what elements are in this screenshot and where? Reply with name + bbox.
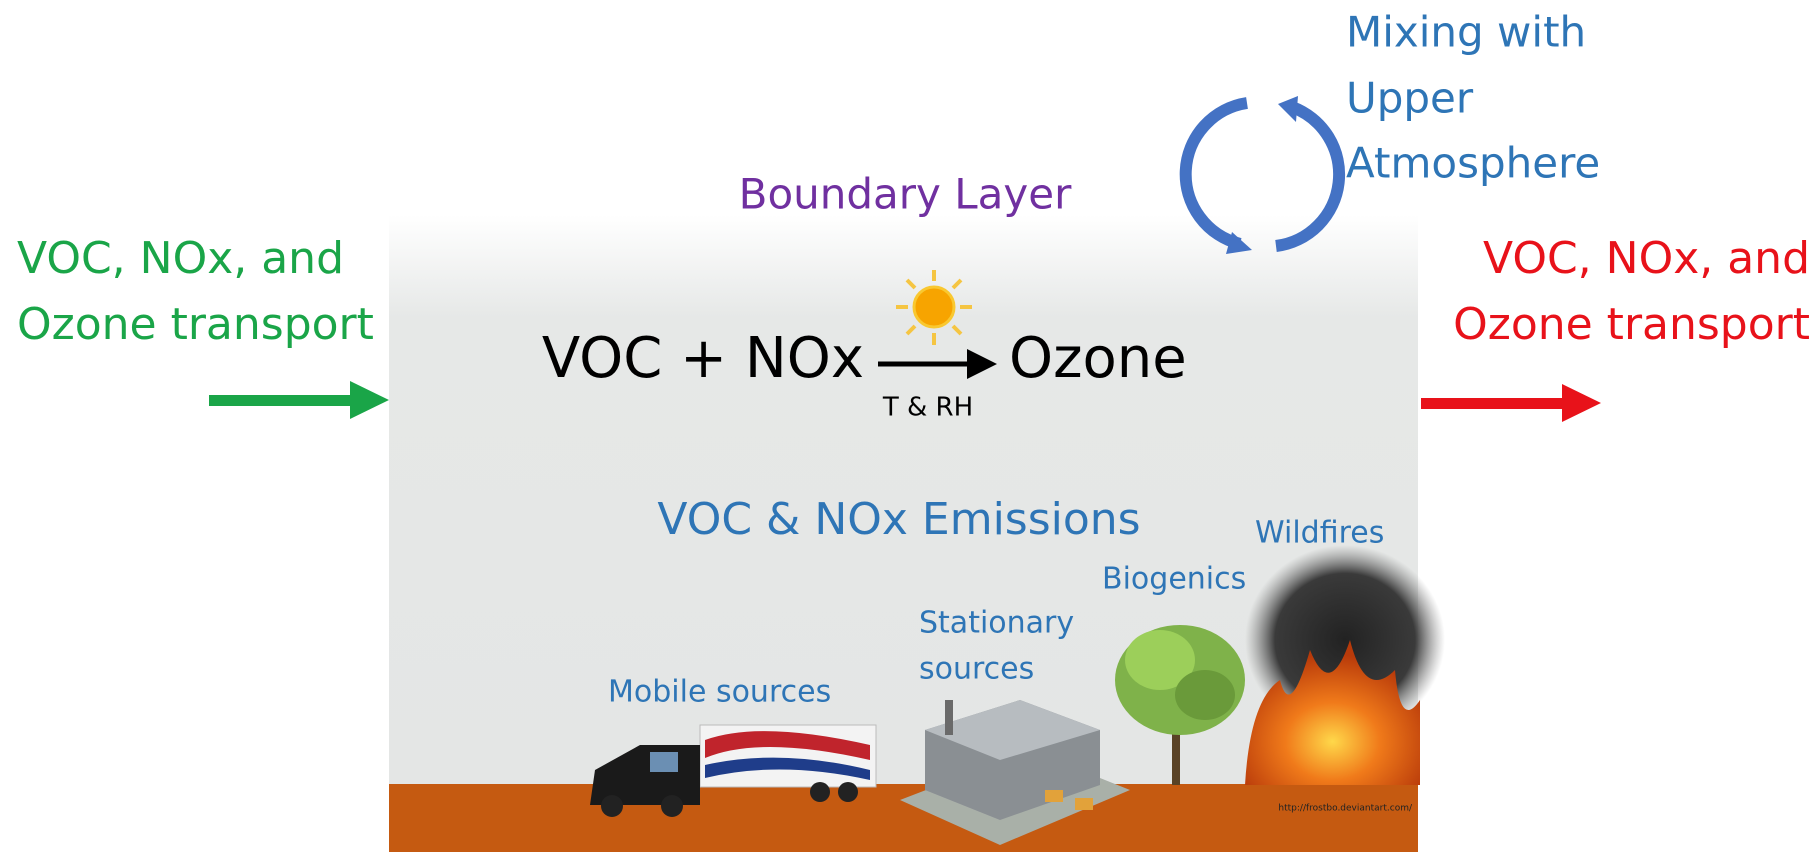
mixing-cycle	[1179, 97, 1346, 252]
outflow-arrow	[1421, 398, 1566, 409]
outflow-arrow-head	[1562, 384, 1601, 422]
mixing-label: Atmosphere	[1346, 139, 1600, 188]
truck	[590, 724, 877, 817]
boundary-layer-box	[389, 215, 1418, 785]
source-label: Mobile sources	[608, 675, 831, 710]
image-credit: http://frostbo.deviantart.com/	[1278, 804, 1413, 814]
boundary-layer-label: Boundary Layer	[739, 170, 1072, 219]
sun	[896, 270, 972, 345]
source-label: Stationary	[919, 606, 1074, 641]
mixing-label: Mixing with	[1346, 8, 1586, 57]
reactants: VOC + NOx	[542, 326, 864, 391]
wildfire	[1245, 545, 1445, 785]
reaction-conditions: T & RH	[882, 393, 973, 423]
cycle-arrow-head	[1278, 96, 1298, 122]
inflow-arrow	[209, 395, 354, 406]
source-label: Biogenics	[1102, 562, 1246, 597]
ground	[389, 784, 1418, 852]
inflow-label: Ozone transport	[17, 299, 374, 350]
emissions-title: VOC & NOx Emissions	[657, 494, 1140, 545]
cycle-arrow	[1275, 101, 1346, 252]
mixing-label: Upper	[1346, 74, 1474, 123]
cycle-arrow-head	[1226, 232, 1252, 254]
outflow-label: Ozone transport	[1453, 299, 1810, 350]
inflow-label: VOC, NOx, and	[17, 233, 344, 284]
tree	[1115, 625, 1245, 785]
inflow-arrow-head	[350, 381, 389, 419]
cycle-arrow	[1179, 97, 1248, 250]
source-label: Wildfires	[1255, 516, 1384, 551]
outflow-label: VOC, NOx, and	[1483, 233, 1810, 284]
factory	[900, 700, 1130, 845]
source-label: sources	[919, 652, 1034, 687]
product: Ozone	[1009, 326, 1187, 391]
